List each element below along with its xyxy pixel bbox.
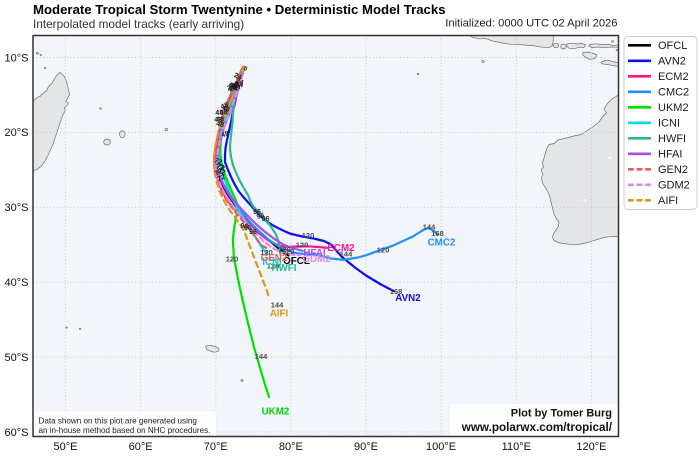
svg-text:48: 48: [220, 104, 230, 114]
svg-text:Plot by Tomer Burg: Plot by Tomer Burg: [511, 408, 612, 420]
svg-text:AIFI: AIFI: [270, 309, 289, 320]
svg-text:ECM2: ECM2: [658, 71, 689, 83]
svg-text:24: 24: [228, 82, 238, 91]
svg-text:50°E: 50°E: [54, 441, 78, 453]
svg-text:Interpolated model tracks (ear: Interpolated model tracks (early arrivin…: [33, 17, 244, 31]
svg-text:20°S: 20°S: [5, 127, 29, 139]
svg-text:AIFI: AIFI: [658, 195, 678, 207]
svg-text:90°E: 90°E: [354, 441, 378, 453]
svg-text:24: 24: [227, 84, 236, 93]
svg-text:HWFI: HWFI: [658, 133, 686, 145]
svg-text:ECM2: ECM2: [327, 243, 355, 254]
svg-text:Data shown on this plot are ge: Data shown on this plot are generated us…: [39, 417, 197, 426]
svg-text:144: 144: [271, 301, 284, 310]
svg-text:GDM2: GDM2: [658, 180, 690, 192]
svg-text:48: 48: [220, 130, 230, 139]
svg-text:ICNI: ICNI: [262, 257, 282, 268]
svg-text:Moderate Tropical Storm Twenty: Moderate Tropical Storm Twentynine • Det…: [33, 2, 446, 17]
svg-text:GEN2: GEN2: [261, 253, 288, 264]
svg-text:OFCL: OFCL: [658, 40, 687, 52]
svg-text:GEN2: GEN2: [658, 164, 688, 176]
svg-text:24: 24: [228, 84, 237, 92]
svg-text:120: 120: [377, 246, 390, 255]
svg-text:96: 96: [253, 209, 261, 216]
svg-text:30°S: 30°S: [5, 202, 29, 214]
svg-text:80°E: 80°E: [279, 441, 303, 453]
svg-text:AVN2: AVN2: [395, 293, 421, 304]
svg-text:120°E: 120°E: [576, 441, 606, 453]
svg-text:120: 120: [260, 248, 273, 257]
svg-text:48: 48: [214, 116, 222, 124]
svg-text:48: 48: [220, 109, 229, 117]
svg-text:72: 72: [214, 168, 224, 178]
svg-text:40°S: 40°S: [5, 277, 29, 289]
svg-text:24: 24: [233, 72, 243, 81]
svg-text:24: 24: [235, 81, 244, 89]
svg-text:100°E: 100°E: [426, 441, 456, 453]
svg-text:144: 144: [255, 352, 268, 361]
svg-text:120: 120: [296, 241, 309, 250]
svg-text:96: 96: [262, 216, 270, 223]
svg-text:120: 120: [226, 255, 239, 264]
svg-text:120: 120: [278, 245, 291, 254]
svg-text:96: 96: [256, 212, 265, 221]
svg-text:UKM2: UKM2: [262, 407, 290, 418]
svg-text:48: 48: [215, 109, 223, 117]
svg-text:CMC2: CMC2: [658, 87, 689, 99]
svg-text:48: 48: [220, 102, 230, 111]
svg-text:HWFI: HWFI: [271, 263, 296, 274]
svg-text:HFAI: HFAI: [658, 149, 682, 161]
svg-text:24: 24: [231, 82, 241, 92]
svg-text:120: 120: [267, 262, 280, 271]
svg-text:www.polarwx.com/tropical/: www.polarwx.com/tropical/: [461, 421, 613, 434]
svg-text:ICNI: ICNI: [658, 118, 680, 130]
svg-text:120: 120: [282, 247, 295, 256]
svg-text:60°S: 60°S: [5, 427, 29, 439]
svg-text:24: 24: [232, 83, 241, 91]
svg-text:120: 120: [302, 231, 315, 240]
svg-text:70°E: 70°E: [204, 441, 228, 453]
svg-text:96: 96: [249, 229, 257, 236]
svg-text:AVN2: AVN2: [658, 56, 686, 68]
svg-text:48: 48: [216, 116, 224, 123]
svg-text:48: 48: [216, 121, 225, 129]
svg-text:110°E: 110°E: [502, 441, 531, 453]
svg-text:CMC2: CMC2: [428, 238, 456, 249]
svg-text:144: 144: [423, 223, 436, 232]
svg-text:HFAI: HFAI: [303, 248, 326, 259]
svg-text:60°E: 60°E: [129, 441, 153, 453]
svg-text:50°S: 50°S: [5, 352, 29, 364]
svg-text:UKM2: UKM2: [658, 102, 689, 114]
svg-text:72: 72: [217, 168, 227, 177]
svg-text:an in-house method based on NH: an in-house method based on NHC procedur…: [39, 426, 211, 435]
svg-text:10°S: 10°S: [5, 52, 29, 64]
svg-text:96: 96: [240, 222, 249, 230]
svg-text:72: 72: [217, 174, 227, 184]
svg-text:168: 168: [431, 229, 444, 238]
svg-text:24: 24: [234, 78, 244, 88]
svg-text:GDM2: GDM2: [302, 254, 331, 265]
svg-text:0: 0: [243, 66, 249, 73]
svg-text:144: 144: [340, 250, 353, 259]
svg-text:24: 24: [229, 82, 238, 90]
svg-text:Initialized: 0000 UTC 02 April: Initialized: 0000 UTC 02 April 2026: [445, 17, 617, 29]
svg-text:168: 168: [390, 287, 403, 296]
svg-text:72: 72: [216, 164, 224, 172]
svg-text:72: 72: [215, 163, 225, 173]
svg-text:OFCL: OFCL: [283, 256, 310, 267]
svg-text:96: 96: [243, 224, 252, 232]
svg-text:24: 24: [230, 86, 238, 93]
svg-text:72: 72: [213, 157, 223, 166]
